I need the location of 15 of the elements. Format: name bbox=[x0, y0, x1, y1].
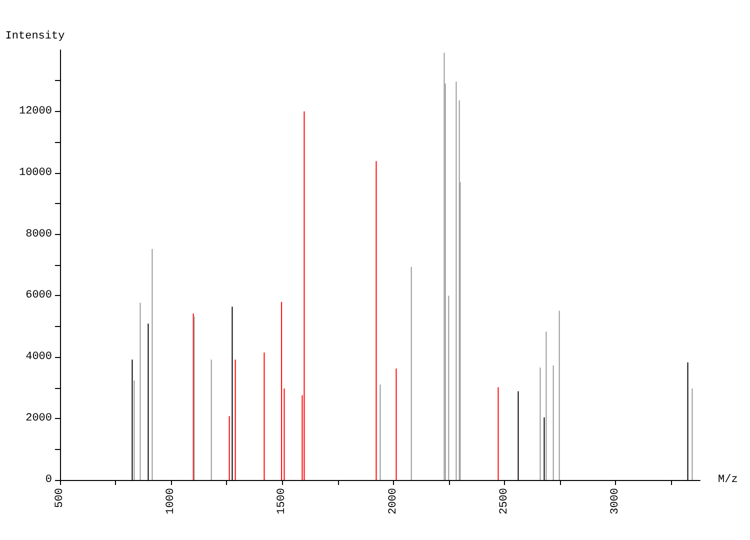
y-tick-label: 0 bbox=[45, 474, 52, 486]
y-axis-title: Intensity bbox=[5, 30, 66, 42]
y-tick-label: 4000 bbox=[26, 351, 52, 364]
x-tick-label: 1000 bbox=[165, 488, 178, 514]
y-tick-label: 10000 bbox=[18, 166, 52, 179]
x-tick-label: 2500 bbox=[498, 488, 510, 514]
x-tick-label: 1500 bbox=[276, 488, 288, 514]
x-axis-title: M/z bbox=[718, 474, 738, 486]
x-tick-label: 3000 bbox=[610, 488, 622, 514]
y-tick-label: 8000 bbox=[26, 228, 52, 240]
x-tick-label: 2000 bbox=[387, 488, 400, 514]
x-tick-label: 500 bbox=[54, 488, 66, 508]
y-tick-label: 12000 bbox=[18, 105, 52, 118]
y-tick-label: 2000 bbox=[26, 412, 52, 425]
y-tick-label: 6000 bbox=[26, 290, 52, 302]
